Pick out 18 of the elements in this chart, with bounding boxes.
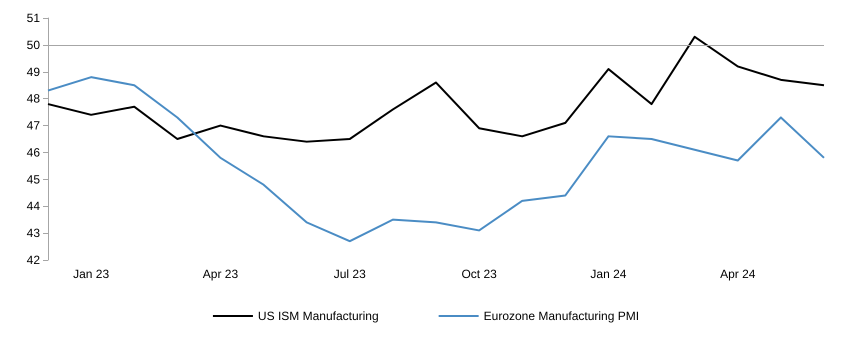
y-tick-label: 48 <box>26 92 40 106</box>
y-tick-label: 44 <box>26 199 40 214</box>
legend-label: Eurozone Manufacturing PMI <box>484 309 640 323</box>
x-tick-label: Apr 23 <box>202 267 238 281</box>
y-tick-label: 51 <box>26 11 40 25</box>
y-tick-label: 49 <box>26 64 40 79</box>
legend-label: US ISM Manufacturing <box>258 309 379 323</box>
y-tick-label: 42 <box>26 253 40 267</box>
x-tick-label: Oct 23 <box>461 267 498 281</box>
y-tick-label: 47 <box>26 118 40 133</box>
x-tick-label: Jan 24 <box>590 267 627 281</box>
x-tick-label: Jul 23 <box>334 267 366 281</box>
y-tick-label: 43 <box>26 226 40 240</box>
y-tick-label: 46 <box>26 145 40 160</box>
x-tick-label: Apr 24 <box>720 267 756 281</box>
x-tick-label: Jan 23 <box>73 267 110 281</box>
y-tick-label: 50 <box>26 38 40 52</box>
y-tick-label: 45 <box>26 172 40 186</box>
